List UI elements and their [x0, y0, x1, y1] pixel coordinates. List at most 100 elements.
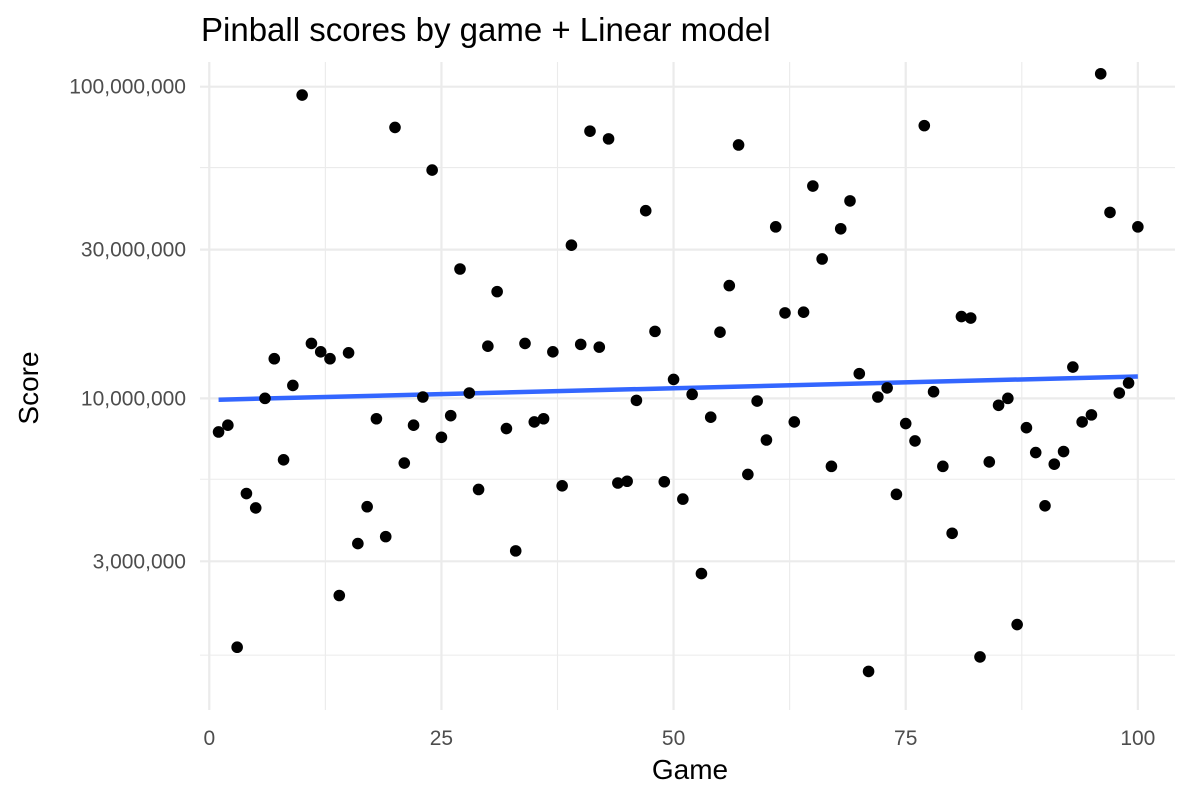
data-point	[760, 434, 773, 446]
data-point	[574, 338, 587, 351]
data-point	[240, 487, 253, 500]
data-point	[890, 488, 903, 501]
data-point	[222, 419, 234, 431]
data-point	[547, 346, 559, 358]
data-point	[1132, 221, 1144, 233]
data-point	[407, 419, 420, 431]
data-point	[658, 475, 671, 488]
data-point	[1085, 409, 1098, 421]
x-axis-title: Game	[652, 754, 728, 785]
data-point	[844, 195, 856, 207]
data-point	[454, 263, 466, 275]
linear-model-line	[218, 374, 1138, 402]
x-tick-label: 0	[203, 727, 215, 750]
data-point	[788, 416, 801, 428]
data-point	[1104, 206, 1116, 219]
data-point	[435, 431, 448, 444]
data-point	[732, 139, 745, 151]
trend-layer	[218, 374, 1138, 402]
data-point	[677, 493, 689, 505]
data-point	[333, 589, 346, 602]
y-axis-title: Score	[13, 351, 44, 424]
data-point	[881, 382, 893, 394]
data-point	[630, 394, 643, 407]
data-point	[1057, 445, 1070, 458]
data-point	[695, 567, 708, 580]
data-point	[964, 312, 977, 324]
data-point	[1113, 387, 1126, 399]
data-point	[482, 340, 494, 352]
chart-title: Pinball scores by game + Linear model	[201, 11, 771, 48]
data-point	[807, 180, 819, 192]
x-tick-label: 75	[894, 727, 917, 750]
data-point	[742, 468, 754, 481]
axes-layer: 0 25 50 75 100 3,000,000 10,000,000 30,000,000 1…	[69, 76, 1155, 750]
data-point	[602, 133, 615, 145]
data-point	[918, 119, 931, 132]
data-point	[361, 500, 373, 513]
data-point	[537, 412, 550, 425]
data-point	[704, 411, 717, 423]
data-point	[797, 306, 810, 318]
data-point	[519, 337, 531, 350]
data-point	[1029, 446, 1042, 459]
data-point	[825, 460, 838, 473]
data-point	[528, 416, 541, 428]
data-point	[946, 527, 958, 540]
data-point	[686, 388, 698, 401]
data-point	[621, 475, 633, 488]
data-point	[352, 537, 364, 550]
data-point	[593, 341, 606, 353]
data-point	[1039, 500, 1051, 512]
data-point	[937, 460, 949, 473]
data-point	[324, 352, 336, 365]
data-point	[955, 310, 968, 323]
data-point	[463, 387, 476, 399]
data-point	[426, 164, 438, 176]
data-point	[491, 285, 503, 298]
data-point	[639, 204, 652, 217]
points-layer	[212, 67, 1144, 678]
x-tick-label: 50	[662, 727, 685, 750]
data-point	[872, 391, 884, 403]
data-point	[862, 665, 875, 678]
data-point	[816, 253, 828, 265]
data-point	[212, 426, 225, 438]
data-point	[287, 379, 299, 392]
data-point	[974, 651, 986, 663]
data-point	[751, 395, 763, 407]
data-point	[500, 422, 513, 435]
x-tick-label: 25	[430, 727, 453, 750]
x-tick-label: 100	[1120, 727, 1155, 750]
data-point	[1067, 361, 1079, 373]
data-point	[649, 325, 661, 338]
data-point	[723, 279, 736, 292]
data-point	[259, 392, 271, 405]
data-point	[417, 391, 429, 403]
data-point	[314, 346, 327, 358]
data-point	[370, 412, 383, 425]
data-point	[769, 221, 782, 233]
data-point	[1011, 618, 1023, 631]
data-point	[305, 337, 318, 350]
y-tick-label: 100,000,000	[69, 76, 186, 99]
data-point	[899, 417, 912, 430]
data-point	[612, 477, 624, 489]
data-point	[472, 483, 485, 496]
data-point	[565, 239, 578, 252]
y-tick-label: 3,000,000	[93, 550, 186, 573]
data-point	[444, 409, 457, 422]
data-point	[277, 454, 290, 466]
data-point	[853, 367, 866, 380]
data-point	[389, 121, 401, 134]
data-point	[1122, 377, 1135, 389]
data-point	[714, 326, 726, 339]
data-point	[379, 530, 392, 543]
data-point	[509, 545, 522, 557]
data-point	[667, 373, 680, 386]
data-point	[296, 89, 308, 101]
data-point	[249, 502, 262, 514]
data-point	[398, 457, 411, 469]
data-point	[779, 307, 791, 319]
